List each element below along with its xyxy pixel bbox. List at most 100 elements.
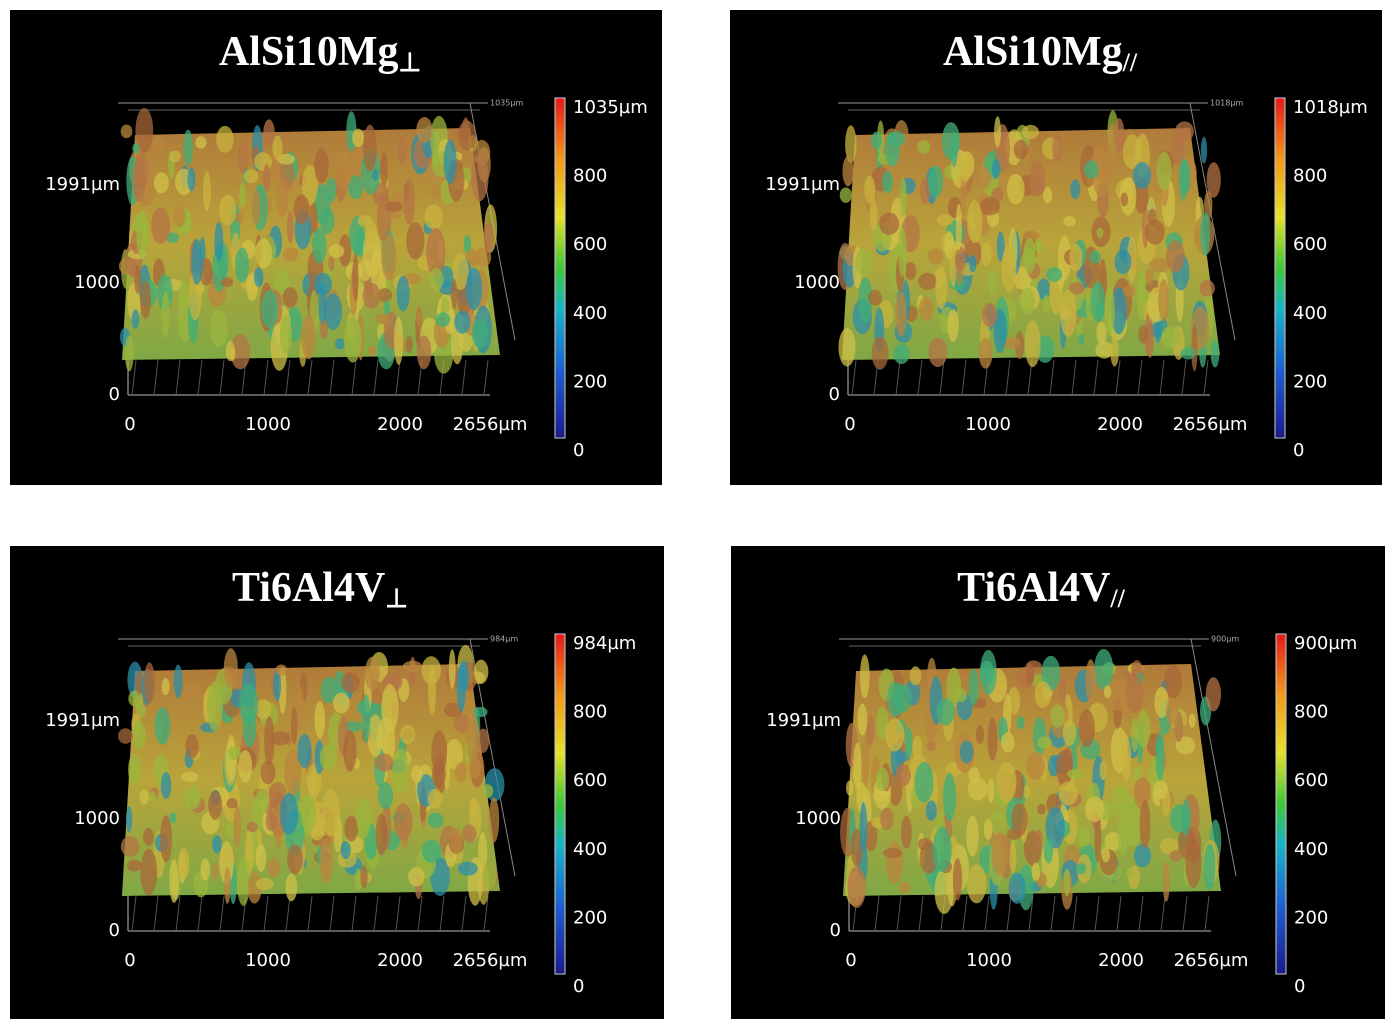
floor-grid <box>962 895 968 932</box>
surface-texture <box>893 683 912 713</box>
surface-texture <box>1171 132 1185 166</box>
surface-texture <box>416 117 433 144</box>
surface-texture <box>482 784 494 798</box>
surface-texture <box>1045 806 1065 849</box>
floor-grid <box>417 895 423 932</box>
surface-texture <box>932 826 952 873</box>
surface-texture <box>265 811 278 832</box>
floor-grid <box>329 895 335 932</box>
surface-texture <box>300 794 316 833</box>
x-axis-label: 2000 <box>377 950 423 971</box>
floor-grid <box>1181 359 1187 396</box>
surface-texture <box>981 302 998 328</box>
surface-texture <box>983 818 993 840</box>
colorbar-label: 984µm <box>573 633 636 654</box>
surface-texture <box>1104 286 1115 336</box>
surface-texture <box>1032 717 1047 755</box>
surface-texture <box>195 136 207 149</box>
surface-texture <box>209 309 228 347</box>
surface-texture <box>428 267 444 291</box>
surface-texture <box>435 312 451 327</box>
surface-texture <box>857 703 868 736</box>
surface-texture <box>343 317 362 363</box>
surface-texture <box>1180 347 1196 360</box>
surface-texture <box>918 272 938 290</box>
surface-texture <box>335 338 346 350</box>
surface-texture <box>226 798 238 809</box>
colorbar <box>554 633 566 975</box>
floor-grid <box>851 359 857 396</box>
surface-texture <box>273 669 282 702</box>
surface-texture <box>1125 673 1144 714</box>
surface-texture <box>846 780 854 796</box>
corner-label: 984µm <box>490 635 518 644</box>
surface-texture <box>1123 797 1143 847</box>
surface-texture <box>234 212 244 223</box>
surface-texture <box>918 297 934 321</box>
surface-texture <box>118 728 133 744</box>
surface-texture <box>858 277 873 323</box>
surface-texture <box>223 648 238 688</box>
surface-texture <box>456 663 466 713</box>
surface-texture <box>253 267 264 288</box>
surface-texture <box>237 143 249 173</box>
surface-texture <box>978 337 993 369</box>
y-axis-label: 0 <box>109 920 120 941</box>
floor-grid <box>329 359 335 396</box>
surface-texture <box>1008 872 1026 904</box>
surface-texture <box>869 198 878 232</box>
surface-texture <box>1156 151 1172 191</box>
floor-grid <box>153 895 159 932</box>
surface-texture <box>883 848 903 859</box>
surface-texture <box>1022 230 1040 241</box>
surface-texture <box>867 289 882 306</box>
surface-texture <box>1043 186 1053 204</box>
surface-texture <box>980 649 997 696</box>
surface-texture <box>463 235 472 254</box>
surface-texture <box>341 672 360 693</box>
surface-texture <box>1043 838 1054 864</box>
surface-texture <box>1075 863 1087 875</box>
surface-texture <box>375 813 388 856</box>
surface-texture <box>475 246 492 268</box>
surface-texture <box>320 676 338 704</box>
surface-texture <box>928 165 944 198</box>
surface-texture <box>960 173 967 217</box>
surface-texture <box>375 313 391 325</box>
surface-texture <box>968 668 979 706</box>
y-axis-label: 1000 <box>795 808 841 829</box>
surface-texture <box>1096 321 1107 345</box>
corner-label: 1018µm <box>1210 99 1243 108</box>
surface-texture <box>254 238 273 269</box>
surface-texture <box>246 821 259 833</box>
surface-texture <box>953 688 967 703</box>
surface-texture <box>207 681 223 732</box>
surface-texture <box>421 656 441 685</box>
surface-texture <box>904 726 913 758</box>
x-axis-label: 2000 <box>377 414 423 435</box>
surface-texture <box>451 278 458 310</box>
surface-texture <box>324 293 343 331</box>
floor-grid <box>373 895 379 932</box>
surface-texture <box>255 789 270 814</box>
surface-texture <box>166 232 180 243</box>
colorbar-label: 200 <box>573 907 607 928</box>
surface-texture <box>200 858 210 881</box>
surface-texture <box>358 259 373 282</box>
floor-grid <box>1049 359 1055 396</box>
surface-texture <box>996 231 1005 262</box>
colorbar-label: 800 <box>1293 166 1327 187</box>
surface-texture <box>443 139 457 184</box>
surface-texture <box>334 150 353 190</box>
surface-texture <box>131 720 146 751</box>
surface-texture <box>968 767 980 783</box>
surface-texture <box>980 242 992 267</box>
surface-texture <box>974 166 991 189</box>
surface-texture <box>278 666 287 715</box>
surface-texture <box>225 340 235 362</box>
surface-texture <box>1200 136 1208 164</box>
surface-texture <box>1037 804 1046 815</box>
surface-texture <box>1180 159 1191 195</box>
surface-texture <box>1059 289 1077 337</box>
surface-texture <box>928 337 948 367</box>
